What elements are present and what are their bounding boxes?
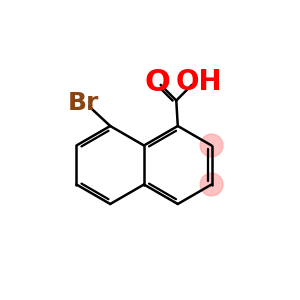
Text: O: O	[144, 68, 170, 97]
Text: Br: Br	[68, 92, 100, 116]
Circle shape	[200, 173, 223, 196]
Circle shape	[200, 134, 223, 157]
Text: OH: OH	[176, 68, 223, 96]
